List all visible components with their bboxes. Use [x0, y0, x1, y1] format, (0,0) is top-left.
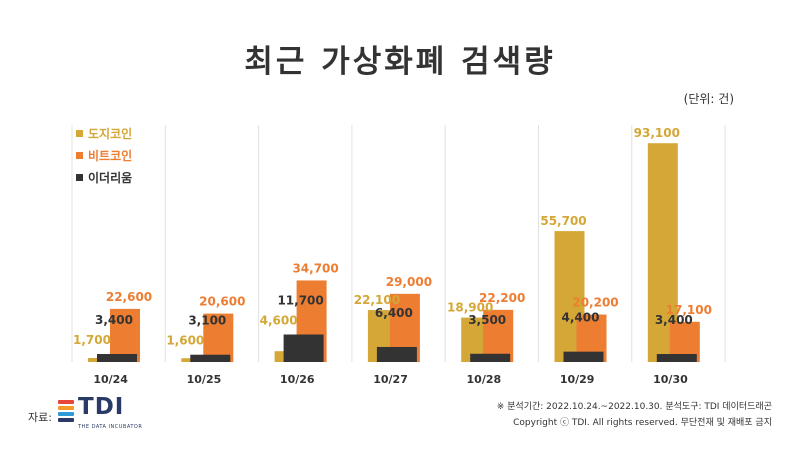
value-label-ethereum-1: 3,100	[188, 314, 226, 328]
analysis-note: ※ 분석기간: 2022.10.24.~2022.10.30. 분석도구: TD…	[496, 402, 772, 412]
value-label-dogecoin-4: 18,900	[447, 301, 493, 315]
legend: 도지코인 비트코인 이더리움	[76, 122, 132, 188]
value-label-ethereum-2: 11,700	[277, 294, 323, 308]
legend-label-ethereum: 이더리움	[88, 170, 133, 185]
unit-label: (단위: 건)	[683, 92, 734, 106]
value-label-bitcoin-4: 22,200	[479, 291, 525, 305]
chart-title: 최근 가상화폐 검색량	[244, 44, 556, 80]
legend-swatch-dogecoin	[76, 129, 83, 137]
bar-ethereum-2	[283, 334, 324, 362]
footer: ※ 분석기간: 2022.10.24.~2022.10.30. 분석도구: TD…	[497, 399, 772, 431]
x-tick-label-5: 10/29	[560, 373, 595, 386]
value-label-dogecoin-0: 1,700	[73, 333, 111, 347]
value-label-bitcoin-0: 22,600	[106, 290, 152, 304]
value-label-bitcoin-3: 29,000	[386, 275, 432, 289]
bar-ethereum-1	[190, 354, 231, 362]
copyright-note: Copyright ⓒ TDI. All rights reserved. 무단…	[513, 418, 772, 428]
logo-mark-icon	[58, 400, 74, 424]
logo-bar-orange	[58, 406, 74, 410]
value-label-ethereum-6: 3,400	[655, 313, 693, 327]
value-label-dogecoin-6: 93,100	[634, 126, 680, 140]
legend-label-bitcoin: 비트코인	[88, 148, 133, 163]
x-tick-label-0: 10/24	[93, 373, 128, 386]
x-tick-label-1: 10/25	[187, 373, 222, 386]
x-tick-label-4: 10/28	[467, 373, 502, 386]
x-tick-label-2: 10/26	[280, 373, 315, 386]
value-label-bitcoin-5: 20,200	[572, 296, 618, 310]
x-tick-label-3: 10/27	[373, 373, 408, 386]
bar-bitcoin-1	[203, 313, 234, 362]
value-label-dogecoin-2: 4,600	[260, 314, 298, 328]
logo-text: TDI	[78, 394, 125, 420]
value-label-ethereum-3: 6,400	[375, 306, 413, 320]
logo-subtext: THE DATA INCUBATOR	[78, 424, 143, 430]
bar-ethereum-3	[376, 346, 417, 362]
legend-item-ethereum: 이더리움	[76, 166, 132, 188]
value-label-ethereum-0: 3,400	[95, 313, 133, 327]
logo-bar-blue	[58, 412, 74, 416]
x-tick-label-6: 10/30	[653, 373, 688, 386]
bar-ethereum-6	[656, 354, 697, 362]
legend-item-bitcoin: 비트코인	[76, 144, 132, 166]
legend-label-dogecoin: 도지코인	[88, 126, 133, 141]
bar-ethereum-5	[563, 351, 604, 362]
value-label-dogecoin-1: 1,600	[166, 334, 204, 348]
value-label-ethereum-4: 3,500	[468, 313, 506, 327]
logo-bar-navy	[58, 418, 74, 422]
value-label-ethereum-5: 4,400	[562, 311, 600, 325]
bar-bitcoin-4	[483, 309, 514, 362]
bar-bitcoin-0	[110, 308, 140, 362]
value-label-bitcoin-1: 20,600	[199, 295, 245, 309]
logo-bar-red	[58, 400, 74, 404]
value-label-bitcoin-6: 17,100	[666, 303, 712, 317]
bar-ethereum-0	[97, 354, 137, 362]
value-label-dogecoin-5: 55,700	[540, 214, 586, 228]
value-label-dogecoin-3: 22,100	[354, 293, 400, 307]
tdi-logo: TDI THE DATA INCUBATOR	[58, 394, 148, 433]
value-label-bitcoin-2: 34,700	[292, 261, 338, 275]
legend-item-dogecoin: 도지코인	[76, 122, 132, 144]
legend-swatch-ethereum	[76, 173, 83, 181]
source-label: 자료:	[28, 411, 52, 424]
legend-swatch-bitcoin	[76, 151, 83, 159]
bar-ethereum-4	[470, 353, 511, 362]
